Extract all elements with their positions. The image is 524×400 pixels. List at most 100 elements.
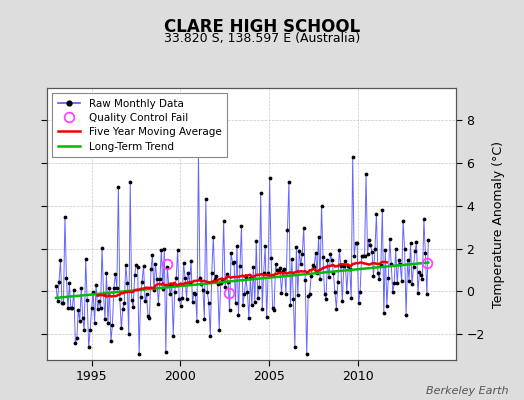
Point [58,300,66,306]
Point [139,262,148,269]
Point [252,238,260,244]
Point [331,289,339,296]
Point [283,227,292,233]
Point [292,243,301,250]
Point [152,276,161,283]
Point [261,243,269,249]
Point [91,319,99,326]
Point [104,320,112,326]
Point [374,270,382,276]
Point [300,224,308,231]
Point [101,316,109,322]
Point [352,240,360,246]
Point [222,271,231,278]
Point [75,317,84,324]
Point [184,270,192,276]
Point [80,327,89,333]
Point [246,274,255,281]
Point [143,291,151,297]
Point [237,223,246,230]
Point [295,248,303,254]
Point [77,284,85,291]
Point [332,305,341,312]
Point [138,278,146,285]
Point [288,256,296,262]
Point [220,218,228,224]
Point [390,280,398,287]
Point [168,282,176,288]
Point [304,293,312,299]
Point [403,257,412,263]
Legend: Raw Monthly Data, Quality Control Fail, Five Year Moving Average, Long-Term Tren: Raw Monthly Data, Quality Control Fail, … [52,93,227,157]
Point [375,276,384,282]
Point [120,300,128,306]
Point [391,246,400,252]
Point [353,240,362,246]
Point [258,306,266,312]
Point [84,344,93,350]
Point [310,263,318,270]
Point [356,289,364,295]
Point [396,261,405,267]
Point [61,213,69,220]
Point [221,283,230,290]
Point [132,262,140,268]
Point [406,240,414,246]
Point [191,291,200,298]
Point [136,294,145,301]
Point [200,316,209,322]
Point [135,350,143,357]
Point [129,304,137,310]
Point [134,264,142,270]
Point [89,288,97,295]
Text: Berkeley Earth: Berkeley Earth [426,386,508,396]
Point [118,306,127,312]
Point [79,314,87,321]
Point [83,297,91,304]
Point [362,170,370,177]
Point [280,266,289,272]
Point [254,295,262,301]
Point [74,306,82,313]
Point [178,295,187,302]
Point [157,247,166,253]
Point [387,261,396,268]
Point [323,257,332,264]
Point [318,202,326,209]
Point [305,291,314,297]
Point [196,275,204,281]
Point [111,271,119,277]
Point [93,306,102,312]
Point [384,275,392,281]
Point [397,278,406,284]
Point [271,261,280,267]
Point [127,297,136,303]
Point [359,253,367,259]
Point [110,284,118,291]
Point [402,311,410,318]
Point [59,300,68,306]
Point [255,283,264,290]
Point [412,239,421,246]
Point [329,270,337,276]
Point [357,253,366,260]
Point [172,274,180,281]
Point [218,278,226,284]
Point [225,307,234,314]
Point [240,291,248,297]
Point [199,286,207,293]
Point [309,262,317,268]
Point [227,250,235,256]
Point [190,290,198,296]
Point [365,237,373,244]
Point [202,196,210,202]
Point [102,270,111,276]
Point [53,298,62,304]
Point [423,290,431,297]
Point [302,350,311,357]
Point [65,280,73,286]
Point [230,258,238,265]
Point [166,291,174,298]
Point [322,296,330,302]
Point [100,290,108,297]
